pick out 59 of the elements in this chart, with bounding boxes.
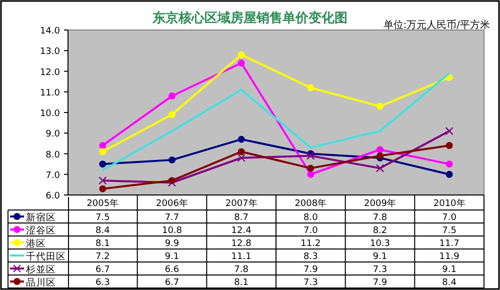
data-label: 7.8 (234, 265, 249, 275)
data-label: 10.8 (162, 226, 182, 236)
data-label: 8.7 (234, 213, 248, 223)
data-label: 6.7 (96, 265, 110, 275)
data-label: 9.1 (372, 252, 388, 262)
data-label: 7.5 (96, 213, 110, 223)
data-label: 7.8 (372, 213, 388, 223)
y-tick-label: 7.0 (46, 170, 60, 181)
x-tick-label: 2005年 (86, 198, 119, 209)
x-tick-label: 2006年 (156, 198, 188, 209)
data-label: 9.1 (164, 252, 180, 262)
data-label: 9.1 (442, 265, 456, 275)
data-label: 7.9 (304, 265, 318, 275)
data-label: 8.2 (372, 226, 388, 236)
y-tick-label: 8.0 (46, 150, 60, 160)
y-tick-label: 14.0 (40, 26, 60, 36)
data-label: 8.1 (234, 278, 248, 288)
data-label: 7.3 (304, 278, 318, 288)
data-label: 7.0 (442, 213, 457, 223)
y-tick-label: 11.0 (40, 88, 60, 98)
legend-label: 杉並区 (25, 264, 56, 276)
data-label: 11.9 (439, 252, 460, 262)
data-label: 7.9 (372, 278, 388, 288)
y-tick-label: 6.0 (46, 192, 60, 202)
data-label: 6.3 (96, 278, 110, 288)
data-label: 11.7 (439, 239, 460, 249)
data-label: 7.0 (304, 226, 318, 236)
y-tick-label: 10.0 (40, 109, 60, 119)
data-label: 12.8 (231, 239, 252, 249)
y-tick-label: 13.0 (40, 47, 60, 58)
legend-label: 新宿区 (26, 212, 56, 224)
data-label: 8.4 (442, 278, 457, 288)
data-label: 8.0 (304, 213, 318, 223)
data-label: 8.1 (96, 239, 110, 249)
data-label: 7.2 (96, 252, 110, 262)
data-label: 11.2 (300, 239, 321, 249)
chart-title: 东京核心区域房屋销售单价变化图 (152, 10, 348, 26)
x-tick-label: 2010年 (433, 198, 466, 209)
y-tick-label: 9.0 (46, 130, 60, 140)
data-label: 8.4 (96, 226, 110, 236)
legend-label: 千代田区 (26, 250, 66, 262)
data-label: 11.1 (231, 252, 252, 262)
annotation: 单位:万元人民币/平方米 (383, 19, 490, 31)
y-tick-label: 12.0 (40, 68, 60, 78)
data-label: 7.3 (372, 265, 388, 275)
data-label: 7.5 (442, 226, 456, 236)
x-tick-label: 2007年 (225, 198, 258, 209)
x-tick-label: 2008年 (294, 198, 327, 209)
data-label: 7.7 (164, 213, 180, 223)
data-label: 6.6 (164, 265, 180, 275)
data-label: 12.4 (231, 226, 252, 236)
legend-label: 港区 (26, 238, 46, 250)
data-label: 8.3 (304, 252, 318, 262)
data-label: 10.3 (370, 239, 390, 249)
x-tick-label: 2009年 (364, 198, 396, 209)
legend-label: 涩谷区 (26, 224, 56, 236)
legend-label: 品川区 (26, 276, 56, 288)
data-label: 6.7 (164, 278, 180, 288)
data-label: 9.9 (164, 239, 180, 249)
